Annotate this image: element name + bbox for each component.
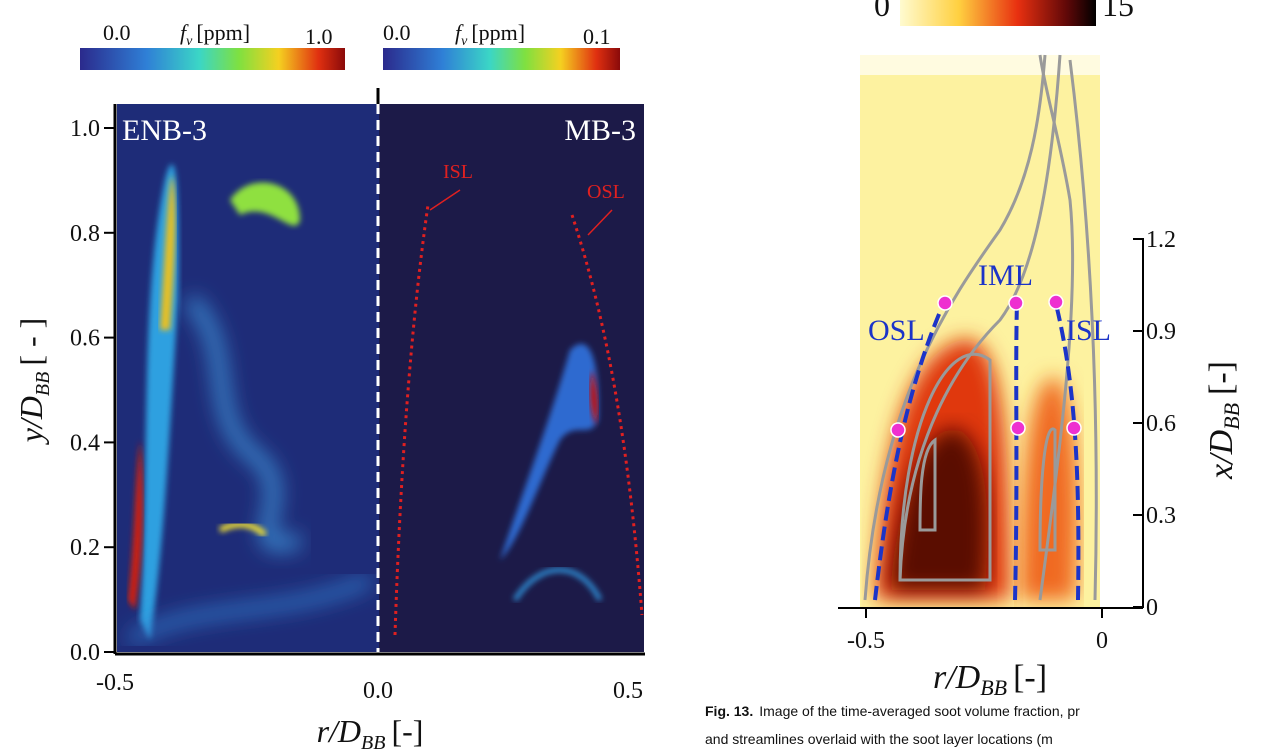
caption-line: Fig. 13. Image of the time-averaged soot … bbox=[705, 703, 1080, 719]
x-axis-label: r/DBB [-] bbox=[933, 659, 1047, 700]
isl-line bbox=[393, 204, 430, 636]
soot-jet bbox=[589, 370, 599, 425]
colorbar-min: 0.0 bbox=[383, 20, 411, 45]
y-axis-label: y/DBB[ - ] bbox=[13, 318, 54, 446]
colorbar-min: 0.0 bbox=[103, 20, 131, 45]
soot-jet bbox=[160, 175, 176, 330]
streamline bbox=[918, 437, 937, 532]
soot-structures bbox=[127, 164, 373, 645]
streamline bbox=[1038, 427, 1057, 552]
annotation: OSL bbox=[587, 181, 625, 203]
arrow bbox=[429, 189, 461, 211]
soot-jet bbox=[218, 521, 268, 538]
colorbar-label: fv [ppm] bbox=[455, 20, 525, 49]
y-tick-label: 0.9 bbox=[1146, 319, 1176, 345]
marker bbox=[1048, 294, 1064, 310]
streamline bbox=[1068, 59, 1098, 601]
caption-line: and streamlines overlaid with the soot l… bbox=[705, 731, 1053, 747]
y-tick-label: 0.3 bbox=[1146, 503, 1176, 529]
marker bbox=[1010, 420, 1026, 436]
marker bbox=[1066, 420, 1082, 436]
x-tick-label: -0.5 bbox=[96, 670, 134, 696]
right-figure: 0 15 OSL IML ISL 0 0.3 0.6 0.9 1.2 -0.5 0 r/… bbox=[838, 0, 1244, 700]
y-tick-label: 1.2 bbox=[1146, 227, 1176, 253]
soot-region bbox=[890, 428, 988, 590]
colorbar bbox=[900, 0, 1096, 26]
streamline bbox=[898, 352, 992, 582]
layer-label: IML bbox=[978, 259, 1033, 292]
colorbar-min: 0 bbox=[874, 0, 890, 23]
y-tick-label: 0 bbox=[1146, 595, 1158, 621]
soot-jet bbox=[127, 575, 373, 645]
arrow bbox=[587, 209, 613, 236]
soot-jet bbox=[184, 295, 302, 551]
colorbar-max: 15 bbox=[1102, 0, 1134, 23]
y-tick-label: 0.6 bbox=[70, 326, 100, 352]
x-tick-label: 0.5 bbox=[613, 678, 643, 704]
x-axis-label: r/DBB [-] bbox=[317, 713, 424, 753]
annotation: ISL bbox=[443, 161, 473, 183]
panel-label: MB-3 bbox=[564, 114, 636, 147]
colorbar-label: fv [ppm] bbox=[180, 20, 250, 49]
streamlines bbox=[863, 54, 1098, 601]
y-tick-label: 1.0 bbox=[70, 116, 100, 142]
streamline bbox=[898, 54, 1062, 581]
soot-jet bbox=[500, 343, 599, 560]
soot-image bbox=[379, 104, 644, 652]
left-figure: 0.0 fv [ppm] 1.0 0.0 fv [ppm] 0.1 ISL OSL … bbox=[13, 20, 645, 753]
marker bbox=[1008, 295, 1024, 311]
colorbar bbox=[80, 48, 345, 70]
soot-jet bbox=[230, 182, 300, 226]
x-tick-label: 0.0 bbox=[363, 678, 393, 704]
colorbar-max: 0.1 bbox=[583, 24, 611, 49]
y-tick-label: 0.4 bbox=[70, 430, 100, 456]
osl-line bbox=[570, 214, 644, 616]
y-tick-label: 0.0 bbox=[70, 640, 100, 666]
y-ticks: 0 0.3 0.6 0.9 1.2 bbox=[1133, 227, 1176, 621]
streamline bbox=[863, 54, 1047, 601]
x-tick-label: 0 bbox=[1096, 628, 1108, 654]
marker bbox=[890, 422, 906, 438]
colorbar-max: 1.0 bbox=[305, 24, 333, 49]
background bbox=[860, 55, 1100, 75]
y-tick-label: 0.6 bbox=[1146, 411, 1176, 437]
soot-jet bbox=[128, 440, 143, 610]
soot-jet bbox=[512, 567, 603, 602]
y-tick-label: 0.8 bbox=[70, 221, 100, 247]
y-tick-label: 0.2 bbox=[70, 535, 100, 561]
markers bbox=[890, 294, 1082, 438]
marker bbox=[937, 295, 953, 311]
colorbar bbox=[383, 48, 620, 70]
y-ticks: 0.0 0.2 0.4 0.6 0.8 1.0 bbox=[70, 116, 115, 666]
x-tick-label: -0.5 bbox=[847, 628, 885, 654]
y-axis-label: x/DBB[-] bbox=[1203, 361, 1244, 480]
layer-label: ISL bbox=[1066, 314, 1111, 347]
layer-label: OSL bbox=[868, 314, 925, 347]
soot-region bbox=[1020, 377, 1078, 600]
panel-label: ENB-3 bbox=[122, 114, 207, 147]
